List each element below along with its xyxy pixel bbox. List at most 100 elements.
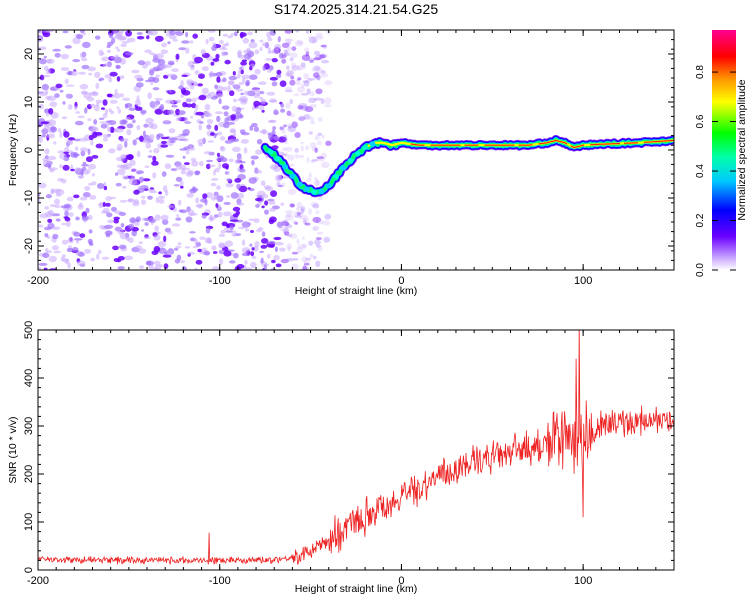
spectrogram-noise-cell <box>199 121 204 124</box>
spectrogram-noise-cell <box>279 226 288 232</box>
spectrogram-noise-cell <box>106 44 111 49</box>
spectrogram-noise-cell <box>279 126 284 131</box>
snr-y-tick-label: 0 <box>23 567 35 573</box>
spectrogram-noise-cell <box>144 165 150 168</box>
spectrogram-noise-cell <box>284 72 291 77</box>
spectrogram-noise-cell <box>211 245 217 251</box>
spectrogram-noise-cell <box>239 31 244 39</box>
spectrogram-noise-cell <box>158 198 165 204</box>
spectrogram-noise-cell <box>44 233 49 238</box>
spectrogram-noise-cell <box>75 240 79 244</box>
spectrogram-noise-cell <box>135 99 141 107</box>
spectrogram-noise-cell <box>220 230 226 234</box>
spectrogram-noise-cell <box>133 199 140 204</box>
spectrogram-noise-cell <box>210 178 219 181</box>
spectrogram-noise-cell <box>41 134 46 138</box>
spectrogram-noise-cell <box>111 37 116 44</box>
spectrogram-noise-cell <box>216 157 224 162</box>
spectrogram-noise-cell <box>204 198 208 206</box>
spectrogram-noise-cell <box>316 218 319 224</box>
spectrogram-noise-cell <box>63 151 70 155</box>
spectrogram-noise-cell <box>280 103 285 108</box>
spectrogram-noise-cell <box>67 237 74 244</box>
spectrogram-noise-cell <box>313 177 318 181</box>
spectrogram-noise-cell <box>321 59 329 64</box>
spectrogram-noise-cell <box>137 60 146 66</box>
spectrogram-noise-cell <box>94 71 101 79</box>
spectrogram-noise-cell <box>201 66 209 72</box>
snr-panel: -200 -100 0 100 0 100 200 300 400 500 Height of … <box>7 321 675 595</box>
spectrogram-noise-cell <box>105 196 112 201</box>
spectrogram-noise-cell <box>233 252 239 259</box>
colorbar-tick-label: 0.2 <box>695 213 706 227</box>
spectrogram-noise-cell <box>175 31 184 36</box>
spectrogram-noise-cell <box>53 141 57 145</box>
spectrogram-noise-cell <box>152 87 160 91</box>
spectrogram-noise-cell <box>141 229 144 232</box>
spectrogram-x-tick-label: -100 <box>209 275 231 287</box>
spectrogram-noise-cell <box>150 80 154 86</box>
spectrogram-noise-cell <box>325 140 332 146</box>
spectrogram-noise-cell <box>38 198 41 203</box>
spectrogram-noise-cell <box>176 164 182 171</box>
spectrogram-noise-cell <box>294 154 301 159</box>
spectrogram-noise-cell <box>270 50 275 54</box>
spectrogram-noise-cell <box>119 119 128 125</box>
spectrogram-noise-cell <box>298 116 306 121</box>
spectrogram-noise-cell <box>194 238 198 246</box>
spectrogram-noise-cell <box>301 256 308 262</box>
spectrogram-noise-cell <box>127 198 136 202</box>
spectrogram-noise-cell <box>284 231 290 236</box>
spectrogram-noise-cell <box>215 203 219 208</box>
spectrogram-x-tick-label: 100 <box>574 275 592 287</box>
spectrogram-noise-cell <box>303 262 310 266</box>
spectrogram-noise-cell <box>75 216 80 221</box>
spectrogram-noise-cell <box>239 129 246 135</box>
spectrogram-noise-cell <box>295 39 303 47</box>
spectrogram-noise-cell <box>145 142 152 149</box>
spectrogram-noise-cell <box>284 30 293 34</box>
spectrogram-noise-cell <box>281 127 286 134</box>
spectrogram-noise-cell <box>240 92 244 96</box>
spectrogram-noise-cell <box>203 251 211 256</box>
spectrogram-noise-cell <box>117 109 122 114</box>
spectrogram-noise-cell <box>82 192 91 198</box>
spectrogram-noise-cell <box>175 217 182 221</box>
spectrogram-noise-cell <box>229 90 235 97</box>
spectrogram-noise-cell <box>224 59 231 65</box>
spectrogram-noise-cell <box>223 227 230 231</box>
colorbar-tick-label: 0.6 <box>695 114 706 128</box>
spectrogram-noise-cell <box>163 263 169 269</box>
spectrogram-noise-cell <box>198 94 207 101</box>
spectrogram-noise-cell <box>62 164 70 171</box>
spectrogram-noise-cell <box>64 45 72 49</box>
spectrogram-noise-cell <box>73 194 80 199</box>
spectrogram-noise-cell <box>133 222 140 226</box>
spectrogram-noise-cell <box>317 140 322 146</box>
spectrogram-noise-cell <box>81 41 91 49</box>
spectrogram-noise-cell <box>207 240 213 244</box>
spectrogram-noise-cell <box>45 112 49 117</box>
spectrogram-noise-cell <box>109 71 118 77</box>
spectrogram-noise-cell <box>54 198 60 205</box>
spectrogram-noise-cell <box>141 195 146 199</box>
spectrogram-noise-cell <box>180 169 186 175</box>
spectrogram-noise-cell <box>49 101 58 107</box>
spectrogram-noise-cell <box>58 128 62 133</box>
spectrogram-noise-cell <box>218 98 222 105</box>
spectrogram-noise-cell <box>79 52 87 59</box>
spectrogram-noise-cell <box>253 100 261 107</box>
spectrogram-noise-cell <box>237 192 245 199</box>
spectrogram-noise-cell <box>124 103 133 108</box>
spectrogram-noise-cell <box>229 260 236 264</box>
spectrogram-noise-speckles <box>38 30 333 270</box>
spectrogram-noise-cell <box>45 194 52 199</box>
spectrogram-noise-cell <box>124 255 133 261</box>
spectrogram-noise-cell <box>119 75 125 80</box>
spectrogram-noise-cell <box>154 97 163 101</box>
spectrogram-noise-cell <box>207 140 214 143</box>
spectrogram-noise-cell <box>231 230 237 237</box>
spectrogram-noise-cell <box>111 206 117 212</box>
spectrogram-noise-cell <box>197 138 205 145</box>
